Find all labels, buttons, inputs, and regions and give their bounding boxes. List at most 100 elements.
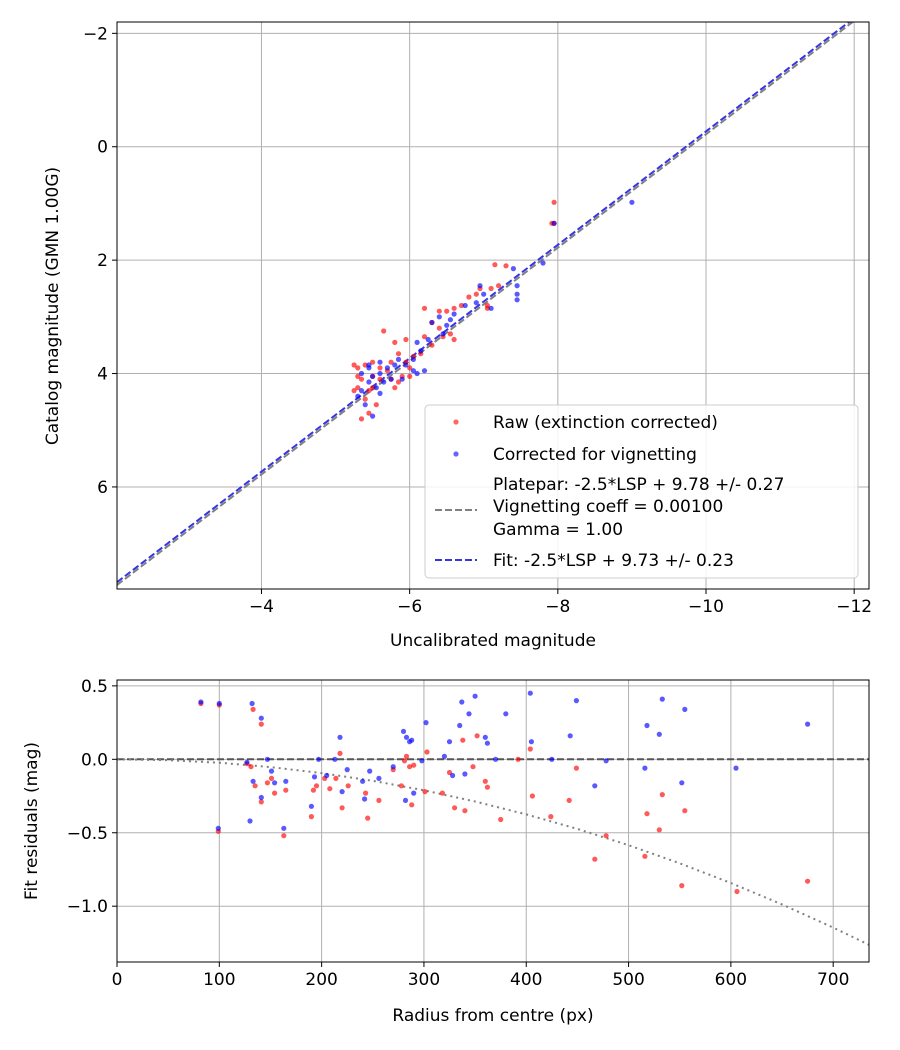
top-x-tick-label: −4 — [249, 597, 274, 617]
top-point-raw — [355, 365, 361, 371]
bot-point-corrected — [250, 778, 256, 784]
top-point-corrected — [425, 336, 431, 343]
top-legend: Raw (extinction corrected) Corrected for… — [424, 404, 859, 579]
bot-point-raw — [566, 797, 572, 804]
bot-point-corrected — [409, 737, 415, 743]
top-point-raw — [362, 362, 368, 368]
bot-point-raw — [339, 805, 345, 811]
legend-marker-corrected — [453, 451, 459, 457]
top-point-corrected — [488, 305, 494, 311]
top-point-corrected — [370, 373, 376, 379]
top-point-raw — [351, 388, 357, 394]
bot-point-raw — [333, 775, 339, 782]
bot-point-corrected — [244, 759, 250, 765]
top-y-tick-label: 2 — [97, 251, 108, 271]
bot-point-raw — [252, 783, 258, 789]
top-point-corrected — [403, 362, 409, 368]
bot-point-corrected — [403, 734, 410, 740]
top-fit-lines — [117, 22, 855, 586]
top-x-tick-label: −6 — [397, 597, 422, 617]
bot-point-raw — [734, 888, 740, 895]
bot-point-corrected — [390, 764, 396, 770]
bot-point-corrected — [411, 790, 417, 796]
bot-point-corrected — [316, 756, 322, 762]
top-point-corrected — [414, 370, 420, 377]
bot-point-corrected — [642, 765, 648, 771]
top-point-raw — [381, 328, 387, 334]
top-point-raw — [362, 396, 368, 402]
bottom-grid — [116, 680, 869, 962]
top-point-corrected — [477, 283, 483, 289]
bot-point-raw — [409, 802, 415, 808]
bot-point-corrected — [549, 756, 555, 762]
bot-x-tick-label: 500 — [612, 970, 644, 990]
bot-point-corrected — [441, 753, 447, 760]
top-point-raw — [436, 325, 442, 331]
bot-point-raw — [250, 706, 256, 713]
bot-point-corrected — [264, 756, 270, 762]
top-points — [351, 199, 635, 422]
bot-point-raw — [313, 783, 320, 789]
bot-point-raw — [248, 764, 254, 770]
top-point-corrected — [444, 322, 450, 328]
bot-point-corrected — [592, 783, 598, 789]
bottom-chart: 0 100 200 300 400 500 600 700 0.5 0.0 −0.5 −1.0 Ra… — [22, 677, 870, 1026]
top-point-corrected — [414, 339, 420, 345]
bot-point-raw — [515, 756, 521, 762]
top-point-corrected — [370, 413, 376, 419]
bot-point-raw — [272, 790, 278, 796]
bot-point-corrected — [247, 818, 253, 824]
bot-point-raw — [460, 737, 466, 743]
top-point-corrected — [429, 319, 435, 326]
bot-point-corrected — [603, 758, 609, 764]
top-point-raw — [358, 416, 365, 422]
top-point-corrected — [440, 331, 446, 337]
bot-point-corrected — [258, 794, 264, 801]
bot-point-raw — [682, 808, 688, 814]
bot-point-raw — [470, 764, 476, 770]
top-point-raw — [373, 402, 379, 408]
bot-point-corrected — [362, 796, 368, 802]
bot-y-tick-label: −0.5 — [67, 824, 108, 844]
legend-marker-raw — [453, 419, 459, 425]
top-point-raw — [388, 359, 394, 365]
top-x-ticks: −4 −6 −8 −10 −12 — [249, 589, 872, 617]
bot-point-corrected — [324, 772, 330, 779]
bot-point-raw — [258, 799, 264, 805]
bot-point-raw — [474, 733, 480, 739]
bot-point-raw — [268, 775, 275, 782]
bot-point-raw — [308, 814, 314, 820]
top-point-raw — [392, 385, 398, 391]
top-point-corrected — [421, 368, 428, 374]
bot-point-corrected — [332, 756, 338, 762]
bot-point-corrected — [482, 734, 488, 740]
bot-point-corrected — [466, 711, 472, 717]
top-point-corrected — [451, 311, 457, 317]
bot-point-raw — [659, 792, 665, 798]
bot-point-corrected — [272, 780, 278, 786]
bottom-points — [198, 690, 811, 895]
top-point-corrected — [514, 283, 520, 289]
top-point-corrected — [410, 356, 416, 362]
bot-point-corrected — [459, 699, 465, 705]
top-point-corrected — [410, 368, 416, 374]
top-x-axis-label: Uncalibrated magnitude — [390, 631, 596, 651]
top-point-corrected — [540, 260, 546, 266]
top-point-raw — [355, 385, 361, 391]
top-point-corrected — [377, 370, 383, 377]
bottom-reference-lines — [117, 758, 869, 946]
top-point-raw — [421, 334, 428, 340]
bot-point-corrected — [216, 700, 222, 707]
top-x-tick-label: −10 — [688, 597, 724, 617]
bot-point-corrected — [423, 720, 429, 726]
top-point-corrected — [447, 317, 453, 323]
bot-point-corrected — [337, 734, 343, 740]
bot-point-raw — [281, 833, 287, 839]
legend-label-platepar-3: Gamma = 1.00 — [493, 520, 623, 540]
top-point-corrected — [377, 359, 383, 365]
bot-x-tick-label: 200 — [305, 970, 337, 990]
bot-point-corrected — [457, 722, 463, 729]
bot-point-raw — [403, 753, 410, 760]
top-chart: −4 −6 −8 −10 −12 −2 0 2 4 6 Uncalibrated magnitu… — [43, 21, 872, 651]
